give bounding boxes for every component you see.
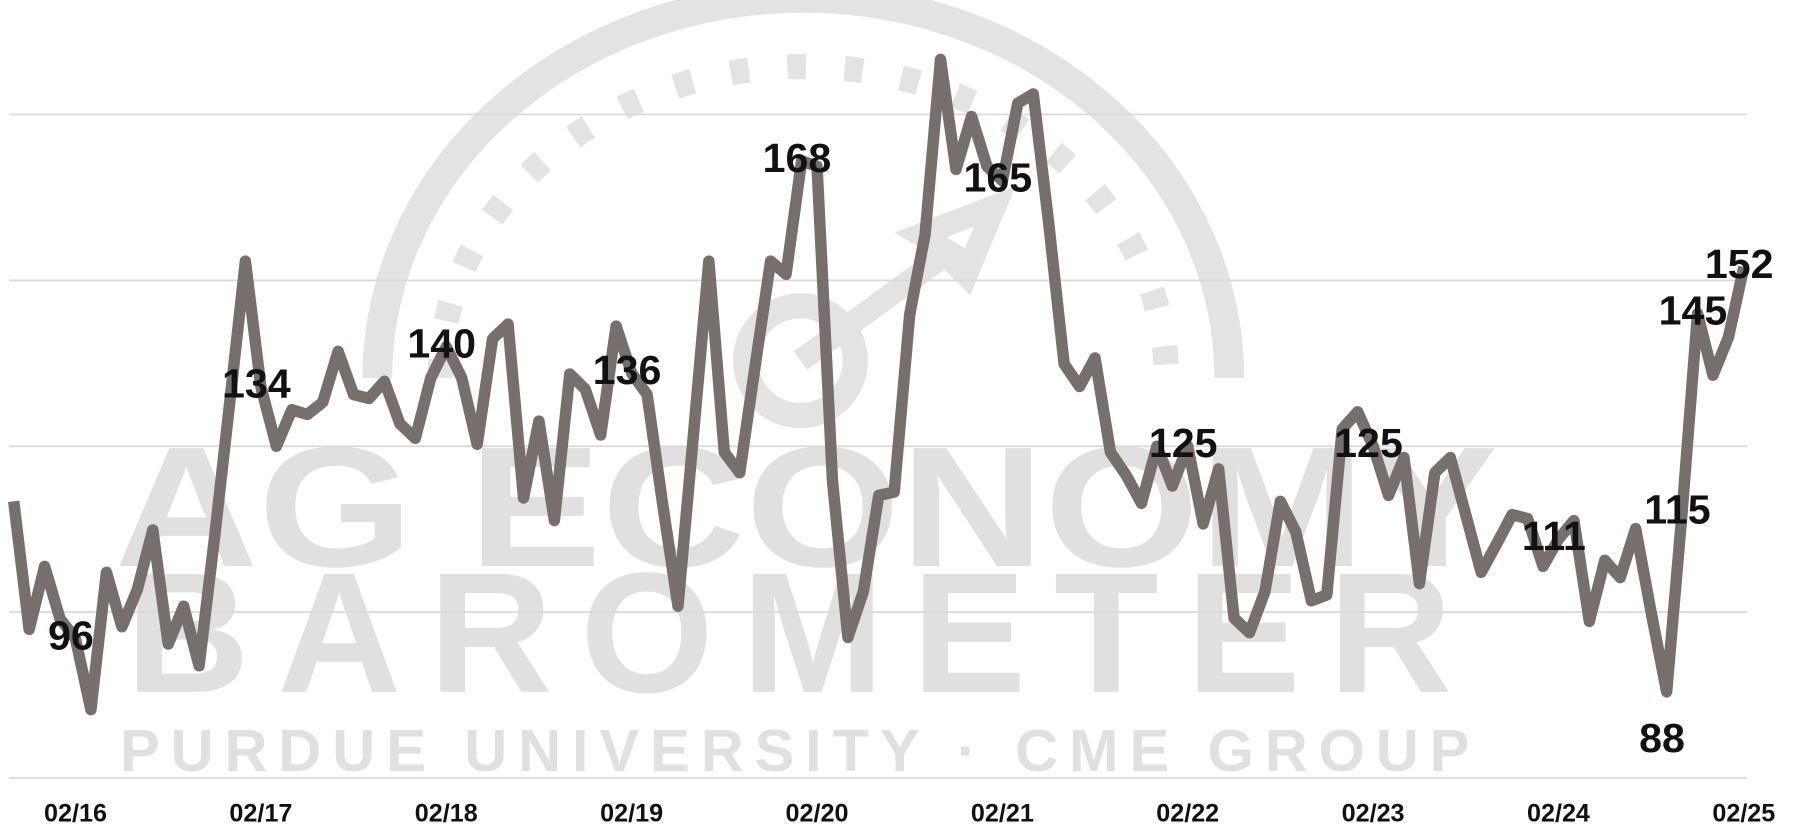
data-label: 111 bbox=[1522, 513, 1586, 559]
data-label: 134 bbox=[222, 360, 291, 406]
data-label: 125 bbox=[1334, 420, 1403, 466]
data-label: 88 bbox=[1639, 715, 1685, 761]
data-label: 96 bbox=[48, 613, 94, 659]
data-label: 165 bbox=[963, 155, 1032, 201]
x-tick-label: 02/22 bbox=[1156, 799, 1219, 827]
data-label: 136 bbox=[593, 347, 662, 393]
data-label: 125 bbox=[1149, 420, 1218, 466]
data-label: 140 bbox=[407, 321, 476, 367]
x-tick-label: 02/16 bbox=[44, 799, 107, 827]
x-tick-label: 02/17 bbox=[229, 799, 292, 827]
data-label: 115 bbox=[1644, 486, 1710, 532]
x-tick-label: 02/24 bbox=[1527, 799, 1590, 827]
x-tick-label: 02/19 bbox=[600, 799, 663, 827]
data-label: 168 bbox=[763, 135, 832, 181]
x-tick-label: 02/18 bbox=[415, 799, 478, 827]
x-tick-label: 02/25 bbox=[1712, 799, 1775, 827]
data-label: 152 bbox=[1705, 241, 1774, 287]
data-label: 145 bbox=[1659, 287, 1728, 333]
chart: AG ECONOMY BAROMETER PURDUE UNIVERSITY ·… bbox=[0, 0, 1793, 830]
page: AG ECONOMY BAROMETER PURDUE UNIVERSITY ·… bbox=[0, 0, 1793, 830]
x-tick-label: 02/21 bbox=[971, 799, 1034, 827]
x-tick-label: 02/20 bbox=[786, 799, 849, 827]
x-tick-label: 02/23 bbox=[1342, 799, 1405, 827]
